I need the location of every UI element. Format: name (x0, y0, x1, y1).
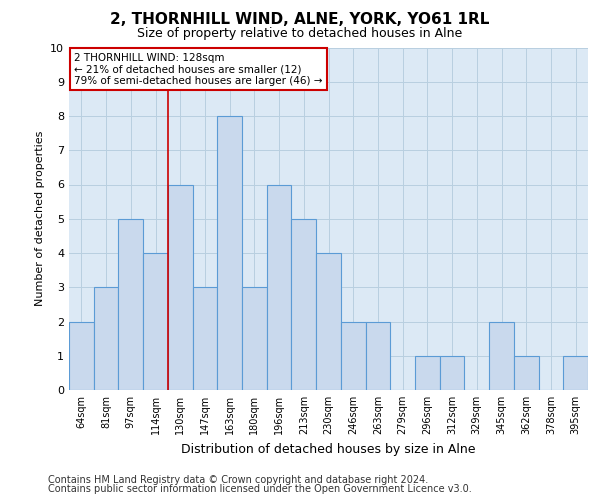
Text: Contains public sector information licensed under the Open Government Licence v3: Contains public sector information licen… (48, 484, 472, 494)
Bar (217, 116, 242, 390)
Y-axis label: Number of detached properties: Number of detached properties (35, 131, 44, 306)
Bar (69, 322, 94, 390)
Bar (242, 287, 267, 390)
Bar (341, 322, 365, 390)
Text: 2, THORNHILL WIND, ALNE, YORK, YO61 1RL: 2, THORNHILL WIND, ALNE, YORK, YO61 1RL (110, 12, 490, 28)
Bar (489, 322, 514, 390)
Bar (514, 356, 539, 390)
Bar (193, 287, 217, 390)
Bar (440, 356, 464, 390)
Bar (563, 356, 588, 390)
Bar (168, 184, 193, 390)
Bar (118, 219, 143, 390)
Bar (292, 219, 316, 390)
X-axis label: Distribution of detached houses by size in Alne: Distribution of detached houses by size … (181, 442, 476, 456)
Text: 2 THORNHILL WIND: 128sqm
← 21% of detached houses are smaller (12)
79% of semi-d: 2 THORNHILL WIND: 128sqm ← 21% of detach… (74, 52, 323, 86)
Text: Contains HM Land Registry data © Crown copyright and database right 2024.: Contains HM Land Registry data © Crown c… (48, 475, 428, 485)
Bar (415, 356, 440, 390)
Bar (316, 253, 341, 390)
Bar (267, 184, 292, 390)
Text: Size of property relative to detached houses in Alne: Size of property relative to detached ho… (137, 28, 463, 40)
Bar (365, 322, 390, 390)
Bar (143, 253, 168, 390)
Bar (94, 287, 118, 390)
